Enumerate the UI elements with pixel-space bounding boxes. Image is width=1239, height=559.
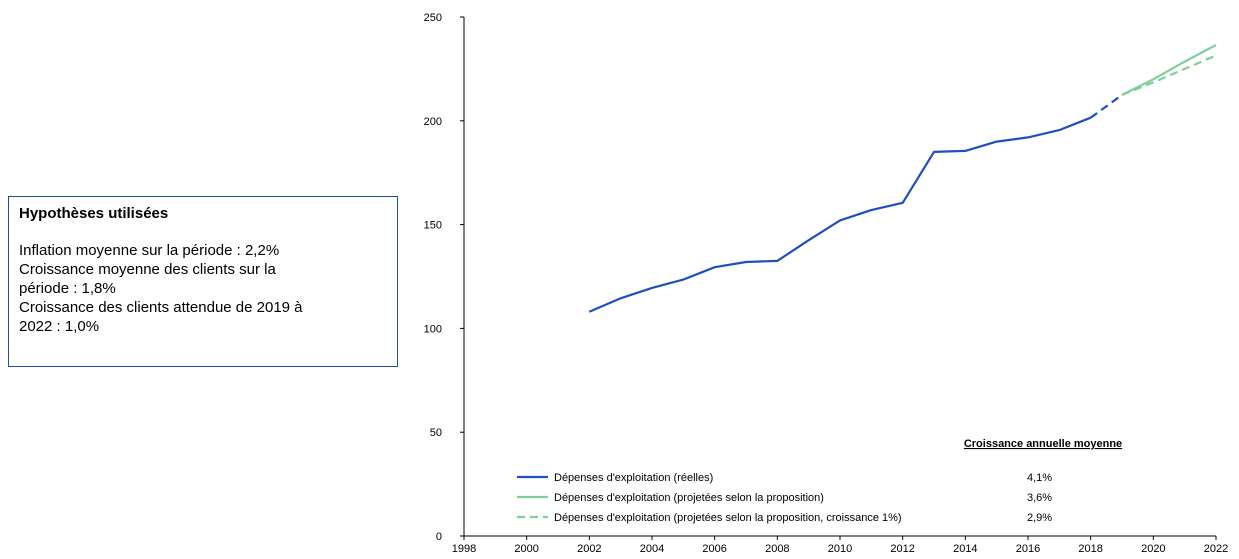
legend: Croissance annuelle moyenne Dépenses d'e…	[517, 438, 1122, 524]
y-tick-label: 0	[436, 531, 442, 543]
x-tick-label: 2014	[953, 543, 977, 555]
x-tick-label: 2010	[828, 543, 852, 555]
x-tick-label: 2002	[577, 543, 601, 555]
legend-growth-projected: 3,6%	[1027, 492, 1052, 504]
series-line-projected-1pct	[1121, 54, 1217, 96]
legend-growth-projected-1pct: 2,9%	[1027, 512, 1052, 524]
y-tick-label: 250	[424, 12, 442, 24]
x-tick-label: 2012	[890, 543, 914, 555]
hypothesis-line-client-growth: Croissance moyenne des clients sur la	[19, 261, 276, 278]
series-layer	[588, 44, 1217, 313]
legend-label-actual: Dépenses d'exploitation (réelles)	[554, 472, 713, 484]
x-tick-label: 2004	[640, 543, 664, 555]
legend-label-projected-1pct: Dépenses d'exploitation (projetées selon…	[554, 512, 902, 524]
x-tick-label: 2000	[514, 543, 538, 555]
y-tick-label: 150	[424, 220, 442, 232]
hypotheses-box: Hypothèses utilisées Inflation moyenne s…	[8, 196, 398, 367]
series-line-actual-to-projection	[1090, 94, 1123, 119]
legend-label-projected: Dépenses d'exploitation (projetées selon…	[554, 492, 824, 504]
hypothesis-line-client-growth-cont: période : 1,8%	[19, 280, 116, 297]
hypothesis-line-expected-growth-cont: 2022 : 1,0%	[19, 318, 100, 335]
x-tick-label: 2008	[765, 543, 789, 555]
y-tick-label: 200	[424, 116, 442, 128]
hypothesis-line-expected-growth: Croissance des clients attendue de 2019 …	[19, 299, 303, 316]
x-tick-label: 2006	[702, 543, 726, 555]
x-tick-label: 2016	[1016, 543, 1040, 555]
legend-growth-actual: 4,1%	[1027, 472, 1052, 484]
y-tick-label: 100	[424, 323, 442, 335]
x-axis-ticks: 1998 2000 2002 2004 2006 2008 2010 2012 2014 2016…	[452, 536, 1228, 555]
x-tick-label: 1998	[452, 543, 476, 555]
series-line-projected	[1121, 44, 1217, 96]
hypothesis-line-inflation: Inflation moyenne sur la période : 2,2%	[19, 242, 280, 259]
legend-header: Croissance annuelle moyenne	[964, 438, 1122, 450]
hypotheses-title: Hypothèses utilisées	[19, 205, 169, 222]
x-tick-label: 2022	[1204, 543, 1228, 555]
y-tick-label: 50	[430, 427, 442, 439]
x-tick-label: 2018	[1078, 543, 1102, 555]
series-line-actual	[588, 116, 1092, 313]
y-axis-ticks: 0 50 100 150 200 250	[424, 12, 464, 543]
x-tick-label: 2020	[1141, 543, 1165, 555]
